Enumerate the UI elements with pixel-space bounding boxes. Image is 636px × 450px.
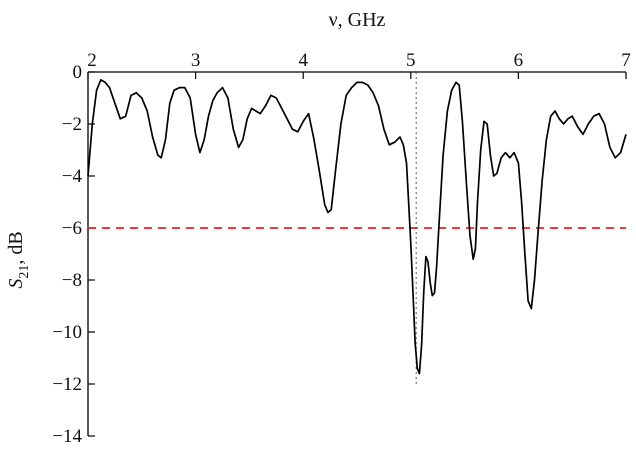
y-tick-label: −10 (52, 322, 82, 343)
y-axis-title: S21, dB (5, 231, 32, 288)
y-tick-label: −8 (62, 270, 82, 291)
x-axis-title: ν, GHz (329, 9, 386, 31)
x-tick-label: 7 (621, 50, 631, 71)
y-tick-label: −14 (52, 426, 82, 447)
x-tick-label: 2 (87, 50, 97, 71)
x-ticks: 2 3 4 5 6 7 (87, 50, 631, 79)
x-tick-label: 3 (191, 50, 201, 71)
y-tick-label: −4 (62, 166, 83, 187)
y-axis-title-subscript: 21 (17, 265, 32, 279)
x-tick-label: 4 (298, 50, 308, 71)
s21-curve (87, 78, 627, 375)
y-tick-label: −6 (62, 218, 82, 239)
axes (87, 71, 626, 436)
y-tick-label: −12 (52, 374, 82, 395)
y-tick-label: −2 (62, 114, 82, 135)
x-tick-label: 5 (406, 50, 416, 71)
y-axis-title-main: S (5, 279, 27, 289)
y-ticks: 0 −2 −4 −6 −8 −10 −12 −14 (52, 62, 95, 447)
y-axis-title-unit: , dB (5, 231, 27, 264)
x-tick-label: 6 (514, 50, 524, 71)
y-tick-label: 0 (73, 62, 83, 83)
